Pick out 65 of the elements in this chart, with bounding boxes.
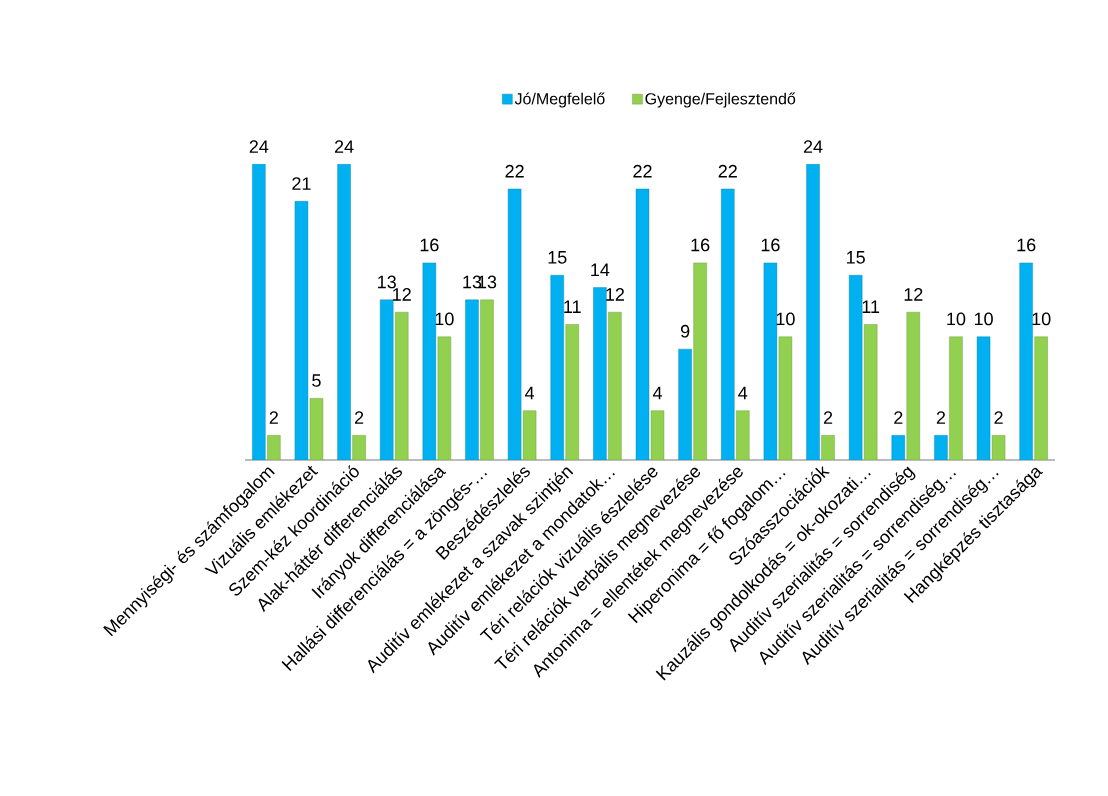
bar xyxy=(252,164,266,460)
data-label: 10 xyxy=(947,312,966,326)
data-label: 4 xyxy=(525,386,535,400)
data-label: 15 xyxy=(847,251,865,264)
bar xyxy=(437,336,452,460)
data-label: 4 xyxy=(738,386,748,400)
data-label: 2 xyxy=(354,411,364,424)
data-label: 2 xyxy=(823,411,833,424)
data-label: 5 xyxy=(312,374,321,387)
data-label: 16 xyxy=(691,238,710,252)
data-label: 24 xyxy=(249,140,269,153)
data-label: 12 xyxy=(904,288,923,301)
bar xyxy=(337,164,351,460)
data-label: 21 xyxy=(292,177,311,190)
data-label: 2 xyxy=(269,411,278,424)
data-label: 22 xyxy=(505,164,524,178)
bar xyxy=(395,311,409,460)
data-label: 4 xyxy=(652,386,662,400)
data-label: 2 xyxy=(994,411,1003,424)
bar xyxy=(1034,336,1048,460)
bar xyxy=(550,275,564,460)
data-label: 16 xyxy=(761,238,780,252)
data-label: 11 xyxy=(862,300,880,313)
data-label: 16 xyxy=(420,238,439,252)
data-label: 16 xyxy=(1017,238,1036,252)
bar xyxy=(693,262,707,460)
bar xyxy=(267,435,281,460)
bar xyxy=(608,311,622,460)
data-label: 22 xyxy=(633,164,652,178)
bar xyxy=(778,336,793,460)
data-label: 10 xyxy=(974,312,993,326)
data-label: 9 xyxy=(680,324,690,338)
data-label: 15 xyxy=(548,251,567,264)
bar xyxy=(721,188,735,460)
legend-label: Jó/Megfelelő xyxy=(514,92,605,108)
bar xyxy=(848,275,863,460)
bar xyxy=(422,262,437,460)
data-label: 2 xyxy=(936,411,946,424)
bar xyxy=(906,311,920,460)
data-label: 12 xyxy=(393,288,411,301)
bar xyxy=(650,410,665,460)
bar xyxy=(991,435,1006,460)
bar xyxy=(352,435,366,460)
bar xyxy=(565,324,579,460)
legend-label: Gyenge/Fejlesztendő xyxy=(645,92,796,108)
bar xyxy=(309,398,324,460)
data-label: 24 xyxy=(803,140,823,153)
bar xyxy=(821,435,835,460)
bar xyxy=(1019,262,1033,460)
bar xyxy=(480,299,494,460)
bar xyxy=(949,336,963,460)
bar xyxy=(678,348,692,460)
bar xyxy=(522,410,537,460)
bar xyxy=(806,164,820,460)
data-label: 13 xyxy=(378,275,396,289)
data-label: 2 xyxy=(894,411,903,424)
bar xyxy=(593,287,607,460)
bar xyxy=(863,324,878,460)
data-label: 11 xyxy=(564,300,581,313)
bar xyxy=(736,410,750,460)
data-label: 14 xyxy=(591,263,610,276)
bar xyxy=(380,299,394,460)
data-label: 22 xyxy=(718,164,737,178)
bar xyxy=(465,299,479,460)
data-label: 24 xyxy=(334,140,354,153)
